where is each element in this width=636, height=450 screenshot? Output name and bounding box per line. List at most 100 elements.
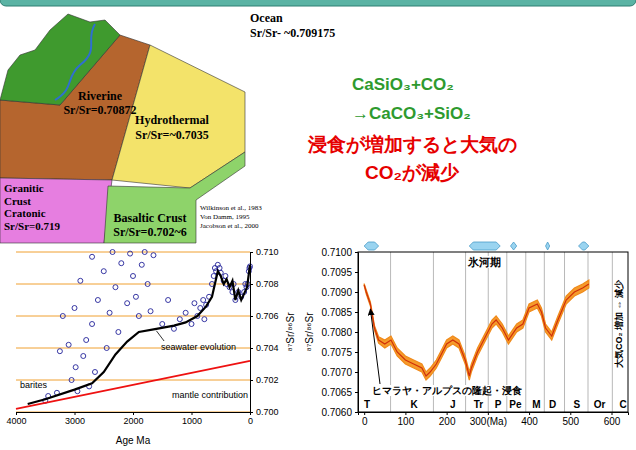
axis-line (17, 413, 251, 416)
tick-mark (529, 412, 530, 415)
x-axis-title: Age Ma (116, 435, 151, 446)
period-label: Or (594, 399, 606, 410)
plot-area (364, 252, 612, 412)
period-boundary (544, 252, 545, 412)
plot-frame (358, 252, 628, 412)
tick: 0.704 (250, 343, 279, 353)
tick-mark (355, 392, 358, 393)
leader-line (156, 331, 164, 341)
period-label: Pe (509, 399, 522, 410)
y-axis: 0.70600.70650.70700.70750.70800.70850.70… (321, 247, 358, 418)
tick: 0 (362, 412, 368, 427)
data-point (66, 342, 71, 347)
data-point (104, 346, 109, 351)
axis-line (359, 413, 629, 416)
ocean-label: Ocean (250, 11, 283, 25)
tick: 600 (604, 412, 621, 427)
data-point (148, 309, 153, 314)
tick-label: 0.7060 (321, 407, 352, 418)
tick-label: 0.7085 (321, 307, 352, 318)
tick-label: 0.702 (256, 375, 279, 385)
reference: Von Damm, 1995 (200, 213, 250, 221)
tick-mark (355, 412, 358, 413)
tick-label: 400 (521, 416, 538, 427)
tick: 0.710 (250, 247, 279, 257)
region-label: Sr/Sr=0.70872 (63, 103, 136, 117)
y-axis: 0.700 0.702 0.704 0.706 0.708 0.710 (250, 247, 279, 417)
note: 浸食が増加すると大気の (307, 134, 517, 155)
tick-mark (16, 412, 17, 415)
data-point (72, 306, 77, 311)
tick: 0.708 (250, 279, 279, 289)
data-point (177, 317, 182, 322)
period-label: P (495, 399, 502, 410)
tick: 0.7095 (321, 267, 358, 278)
tick: 0.7065 (321, 387, 358, 398)
period-label: C (619, 399, 626, 410)
tick-label: 3000 (65, 416, 85, 426)
tick-mark (355, 272, 358, 273)
side-note: 大気CO₂ 増加 ⇔ 減少 (613, 279, 624, 368)
annotation: ヒマラヤ・アルプスの隆起・浸食 (372, 385, 522, 396)
tick-mark (250, 252, 253, 253)
data-point (92, 370, 97, 375)
axis-line (251, 253, 254, 413)
tick-mark (570, 412, 571, 415)
tick: 0.7090 (321, 287, 358, 298)
glacial-period (546, 242, 550, 250)
x-axis: 0100200300(Ma)400500600 (359, 412, 629, 427)
tick-mark (192, 412, 193, 415)
tick: 0.700 (250, 407, 279, 417)
region-label: Crust (4, 195, 31, 207)
region-label: Basaltic Crust (114, 211, 187, 225)
tick-label: 0.700 (256, 407, 279, 417)
tick-mark (133, 412, 134, 415)
period-label: T (364, 399, 370, 410)
glacial-label: 氷河期 (467, 256, 501, 268)
grid-line (16, 380, 250, 381)
chart-left: 400030002000100000.7000.7020.7040.7060.7… (6, 247, 296, 446)
tick-label: 0.710 (256, 247, 279, 257)
region-label: Sr/Sr=~0.7035 (135, 128, 208, 142)
period-label: D (549, 399, 556, 410)
data-point (131, 274, 136, 279)
tick-mark (250, 348, 253, 349)
tick: 3000 (65, 412, 85, 426)
tick-mark (355, 252, 358, 253)
annotation: barites (20, 380, 48, 390)
tick-label: 600 (604, 416, 621, 427)
tick-label: 0 (362, 416, 368, 427)
tick-label: 4000 (6, 416, 26, 426)
data-point (192, 301, 197, 306)
tick-label: 100 (398, 416, 415, 427)
data-point (139, 262, 144, 267)
region-label: Hydrothermal (135, 113, 209, 127)
tick-mark (355, 292, 358, 293)
granitic-region (0, 178, 112, 243)
period-label: M (532, 399, 540, 410)
tick-mark (250, 412, 253, 413)
period-boundary (588, 252, 589, 412)
tick: 500 (562, 412, 579, 427)
grid-line (16, 252, 250, 253)
tick-mark (250, 284, 253, 285)
data-point (101, 269, 106, 274)
tick-label: 0.706 (256, 311, 279, 321)
period-label: J (450, 399, 456, 410)
data-point (113, 285, 118, 290)
label-group: ヒマラヤ・アルプスの隆起・浸食 (371, 385, 523, 396)
tick-label: 0.7100 (321, 247, 352, 258)
tick-label: 200 (439, 416, 456, 427)
tick-label: 0.7080 (321, 327, 352, 338)
line-label: mantle contribution (172, 390, 248, 400)
data-point (201, 298, 206, 303)
data-point (160, 322, 165, 327)
data-point (107, 310, 112, 315)
tick-mark (355, 312, 358, 313)
label-group: 大気CO₂ 増加 ⇔ 減少 (613, 278, 624, 369)
y-axis-title: ⁸⁷Sr/⁸⁶Sr (304, 312, 315, 352)
figure: RiverineSr/Sr=0.70872HydrothermalSr/Sr=~… (0, 0, 636, 450)
tick: 1000 (182, 412, 202, 426)
error-band (364, 280, 589, 380)
tick-label: 500 (562, 416, 579, 427)
